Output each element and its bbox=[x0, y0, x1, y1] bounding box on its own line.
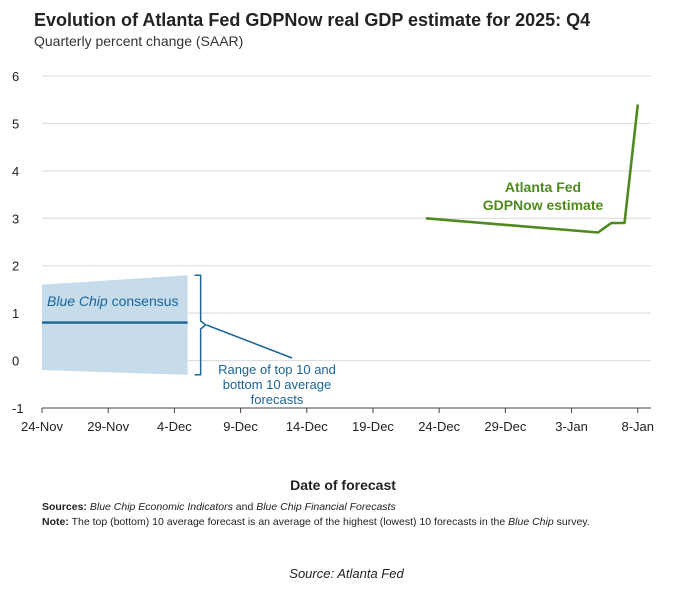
y-tick-label: 3 bbox=[12, 211, 19, 226]
note-text-1: The top (bottom) 10 average forecast is … bbox=[68, 516, 509, 528]
x-tick-label: 14-Dec bbox=[286, 419, 328, 434]
bluechip-label: Blue Chip consensus bbox=[47, 293, 179, 309]
sources-text-3: Blue Chip Financial Forecasts bbox=[256, 501, 396, 513]
note-text-2: Blue Chip bbox=[508, 516, 554, 528]
x-tick-label: 8-Jan bbox=[621, 419, 654, 434]
range-bracket bbox=[194, 274, 207, 376]
x-axis: 24-Nov 29-Nov 4-Dec 9-Dec 14-Dec 19-Dec 24-Dec… bbox=[21, 407, 654, 434]
range-label: Range of top 10 and bbox=[218, 362, 336, 377]
forecast-range-band bbox=[42, 274, 293, 376]
series-lines bbox=[42, 104, 640, 324]
gdpnow-label: Atlanta Fed bbox=[505, 179, 581, 195]
y-tick-label: 6 bbox=[12, 69, 19, 84]
gdpnow-line bbox=[425, 104, 640, 234]
x-tick-label: 29-Dec bbox=[484, 419, 526, 434]
x-tick-label: 24-Dec bbox=[418, 419, 460, 434]
y-tick-label: 4 bbox=[12, 164, 19, 179]
sources-label: Sources: bbox=[42, 501, 87, 513]
note-line: Note: The top (bottom) 10 average foreca… bbox=[42, 515, 590, 530]
chart-title: Evolution of Atlanta Fed GDPNow real GDP… bbox=[34, 10, 591, 30]
y-tick-label: -1 bbox=[12, 401, 24, 416]
range-callout-line bbox=[206, 324, 293, 359]
note-text-3: survey. bbox=[553, 516, 590, 528]
range-label: bottom 10 average bbox=[223, 377, 331, 392]
source-caption: Source: Atlanta Fed bbox=[289, 566, 404, 581]
y-tick-label: 0 bbox=[12, 354, 19, 369]
x-tick-label: 29-Nov bbox=[87, 419, 129, 434]
x-tick-label: 4-Dec bbox=[157, 419, 192, 434]
gdpnow-label: GDPNow estimate bbox=[483, 197, 604, 213]
y-tick-label: 5 bbox=[12, 116, 19, 131]
gdpnow-chart: -1 0 1 2 3 4 5 6 24-Nov 29-Nov 4-Dec 9-Dec 14-Dec 19… bbox=[12, 69, 654, 493]
sources-line: Sources: Blue Chip Economic Indicators a… bbox=[42, 500, 590, 515]
y-tick-label: 2 bbox=[12, 259, 19, 274]
x-tick-label: 3-Jan bbox=[555, 419, 588, 434]
y-tick-labels: -1 0 1 2 3 4 5 6 bbox=[12, 69, 24, 416]
annotations: Atlanta Fed GDPNow estimate Blue Chip cons… bbox=[47, 179, 604, 407]
x-tick-label: 19-Dec bbox=[352, 419, 394, 434]
chart-notes: Sources: Blue Chip Economic Indicators a… bbox=[42, 500, 590, 530]
sources-text-2: and bbox=[232, 501, 257, 513]
sources-text-1: Blue Chip Economic Indicators bbox=[89, 501, 233, 513]
y-tick-label: 1 bbox=[12, 306, 19, 321]
note-label: Note: bbox=[42, 516, 69, 528]
chart-subtitle: Quarterly percent change (SAAR) bbox=[34, 33, 244, 49]
range-label: forecasts bbox=[251, 392, 304, 407]
x-tick-label: 9-Dec bbox=[223, 419, 258, 434]
x-tick-label: 24-Nov bbox=[21, 419, 63, 434]
x-axis-label: Date of forecast bbox=[290, 477, 396, 493]
range-band-area bbox=[42, 275, 188, 375]
